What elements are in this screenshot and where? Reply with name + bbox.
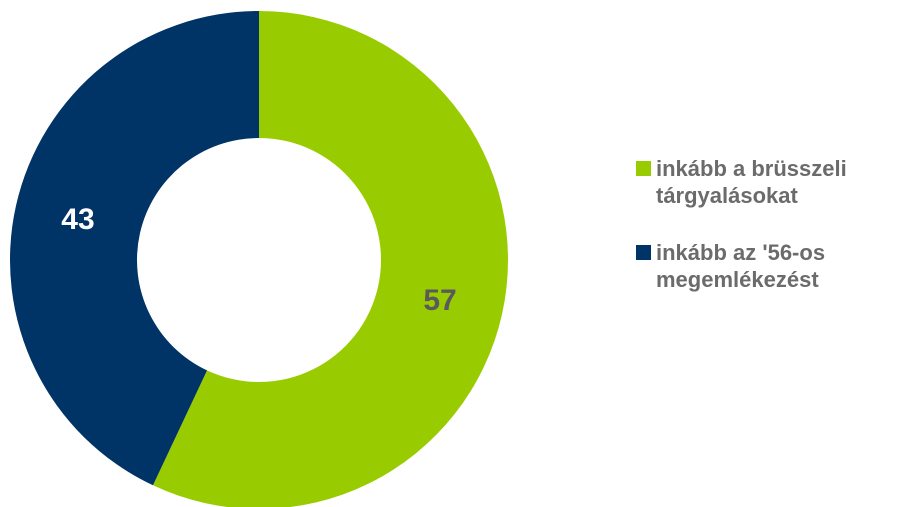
legend-item-brussels: inkább a brüsszeli tárgyalásokat (636, 155, 906, 209)
legend-label-commemoration: inkább az '56-os megemlékezést (656, 240, 826, 292)
legend-item-commemoration: inkább az '56-os megemlékezést (636, 239, 906, 293)
slice-value-label-1: 43 (61, 203, 94, 236)
donut-slice-1 (9, 11, 260, 486)
donut-chart: 57 43 (9, 11, 508, 507)
legend: inkább a brüsszeli tárgyalásokat inkább … (636, 155, 906, 323)
legend-swatch-commemoration (636, 245, 651, 260)
legend-swatch-brussels (636, 161, 651, 176)
legend-label-brussels: inkább a brüsszeli tárgyalásokat (656, 156, 847, 208)
slice-value-label-0: 57 (423, 284, 456, 317)
donut-slice-0 (152, 11, 508, 507)
